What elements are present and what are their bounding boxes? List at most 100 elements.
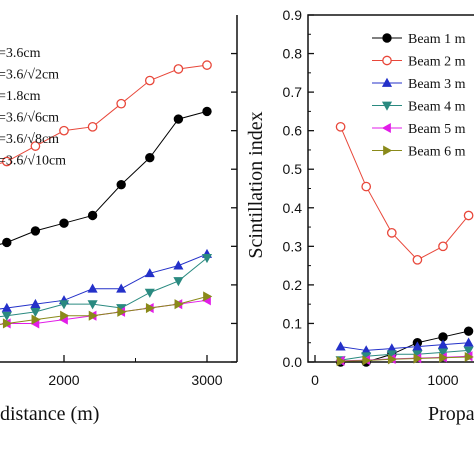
- right-series-6-point: [362, 355, 372, 366]
- left-series-4-point: [173, 277, 184, 287]
- right-series-2-point: [335, 121, 346, 132]
- right-legend-marker-5: [381, 122, 391, 134]
- left-series-4-point: [30, 308, 41, 318]
- left-x-ticks: 2000 3000: [48, 355, 223, 388]
- right-series-2-point: [361, 181, 372, 192]
- right-legend-label-6: Beam 6 m: [408, 145, 466, 160]
- left-series-2-point: [116, 98, 127, 109]
- right-y-tick-label: 0.2: [283, 277, 303, 293]
- right-y-tick-label: 0.3: [283, 238, 303, 254]
- left-series-3-point: [87, 283, 98, 293]
- right-series-3-point: [437, 339, 449, 349]
- left-series-1-point: [173, 114, 184, 124]
- left-x-axis-label: distance (m): [0, 403, 99, 425]
- left-series-1-point: [116, 179, 126, 190]
- left-series-2-point: [1, 156, 12, 167]
- right-legend-label-4: Beam 4 m: [408, 100, 466, 115]
- left-series-6-point: [117, 306, 127, 317]
- right-series-4-point: [463, 346, 474, 356]
- left-series-1-point: [30, 226, 41, 236]
- right-legend-marker-3: [381, 77, 393, 87]
- right-series-line-2: [340, 126, 469, 261]
- left-series-4-point: [1, 311, 12, 321]
- right-series-3-point: [463, 337, 474, 347]
- left-series-6-point: [2, 318, 13, 329]
- right-y-tick-label: 0.6: [283, 123, 303, 139]
- right-legend-marker-6: [383, 145, 393, 156]
- left-series-3-point: [173, 260, 184, 270]
- right-series-6-point: [387, 354, 398, 365]
- right-legend-marker-1: [382, 33, 392, 43]
- right-legend: Beam 1 m Beam 2 m Beam 3 m Beam 4 m Beam 5 m…: [372, 32, 466, 160]
- left-series-2-point: [144, 75, 155, 86]
- right-series-line-4: [340, 349, 469, 361]
- left-series-3-point: [144, 268, 155, 278]
- left-series-6-point: [60, 310, 70, 321]
- left-series-2-point: [202, 60, 212, 70]
- right-legend-label-5: Beam 5 m: [408, 122, 466, 137]
- left-series-4-point: [87, 300, 98, 310]
- right-x-axis-label: Propa: [428, 403, 474, 425]
- left-series-2-point: [59, 125, 69, 136]
- left-legend: =3.6cm =3.6/√2cm =1.8cm =3.6/√6cm =3.6/√8cm =…: [0, 46, 66, 169]
- right-legend-marker-4: [381, 101, 393, 111]
- right-series-6-point: [336, 356, 346, 367]
- left-series-4-point: [201, 254, 213, 264]
- left-right-ticks: [231, 52, 237, 363]
- right-series-6-point: [464, 351, 474, 363]
- left-series-2-point: [87, 121, 98, 132]
- right-legend-label-3: Beam 3 m: [408, 77, 466, 92]
- left-x-tick-label: 3000: [191, 372, 222, 388]
- left-series-6-point: [145, 302, 156, 314]
- left-series-4-point: [58, 300, 70, 310]
- right-series-line-3: [340, 342, 469, 351]
- right-series-6-point: [413, 353, 423, 364]
- left-legend-label-4: =3.6/√6cm: [0, 111, 59, 126]
- left-legend-label-3: =1.8cm: [0, 89, 41, 104]
- right-series-4-point: [386, 350, 397, 360]
- right-series-group: [335, 121, 474, 367]
- left-series-6-point: [31, 314, 41, 325]
- left-legend-label-5: =3.6/√8cm: [0, 132, 59, 147]
- right-series-3-point: [412, 341, 423, 351]
- right-y-tick-label: 0.0: [283, 354, 303, 370]
- right-chart-panel: 0.0 0.1 0.2 0.3 0.4 0.5 0.6 0.7 0.8 0.9 0 1000 Beam…: [245, 7, 474, 425]
- left-series-3-point: [1, 302, 12, 312]
- right-x-tick-label: 1000: [427, 372, 458, 388]
- left-series-1-point: [145, 152, 155, 163]
- left-series-group: [0, 60, 213, 329]
- right-series-1-point: [463, 326, 474, 336]
- left-series-6-point: [203, 291, 213, 302]
- left-series-1-point: [2, 237, 12, 248]
- left-series-1-point: [59, 218, 69, 228]
- right-series-4-point: [437, 348, 449, 358]
- left-series-1-point: [87, 210, 98, 221]
- left-series-4-point: [144, 288, 155, 298]
- left-series-2-point: [173, 64, 184, 74]
- right-y-tick-label: 0.4: [283, 200, 303, 216]
- left-chart-panel: 2000 3000 =3.6cm=3.6/√2cm=1.8cm=3.6/√6cm=…: [0, 15, 238, 425]
- right-legend-marker-2: [382, 55, 392, 66]
- left-legend-label-1: =3.6cm: [0, 46, 41, 61]
- right-y-tick-label: 0.8: [283, 46, 303, 62]
- right-y-tick-label: 0.5: [283, 161, 303, 177]
- left-legend-label-6: =3.6/√10cm: [0, 154, 66, 169]
- left-x-tick-label: 2000: [48, 372, 79, 388]
- right-legend-label-2: Beam 2 m: [408, 55, 466, 70]
- right-series-2-point: [412, 254, 423, 265]
- right-series-2-point: [438, 241, 448, 252]
- right-y-tick-label: 0.1: [283, 315, 303, 331]
- right-ticks: 0.0 0.1 0.2 0.3 0.4 0.5 0.6 0.7 0.8 0.9 0 1000: [283, 7, 459, 388]
- right-series-2-point: [386, 227, 397, 238]
- left-series-6-point: [88, 310, 98, 321]
- right-y-tick-label: 0.9: [283, 7, 303, 23]
- left-series-2-point: [30, 141, 41, 151]
- right-series-6-point: [439, 352, 449, 363]
- right-series-2-point: [463, 210, 474, 221]
- right-y-tick-label: 0.7: [283, 84, 303, 100]
- right-legend-label-1: Beam 1 m: [408, 32, 466, 47]
- left-legend-label-2: =3.6/√2cm: [0, 68, 59, 83]
- left-series-3-point: [116, 283, 127, 293]
- right-series-3-point: [335, 341, 346, 351]
